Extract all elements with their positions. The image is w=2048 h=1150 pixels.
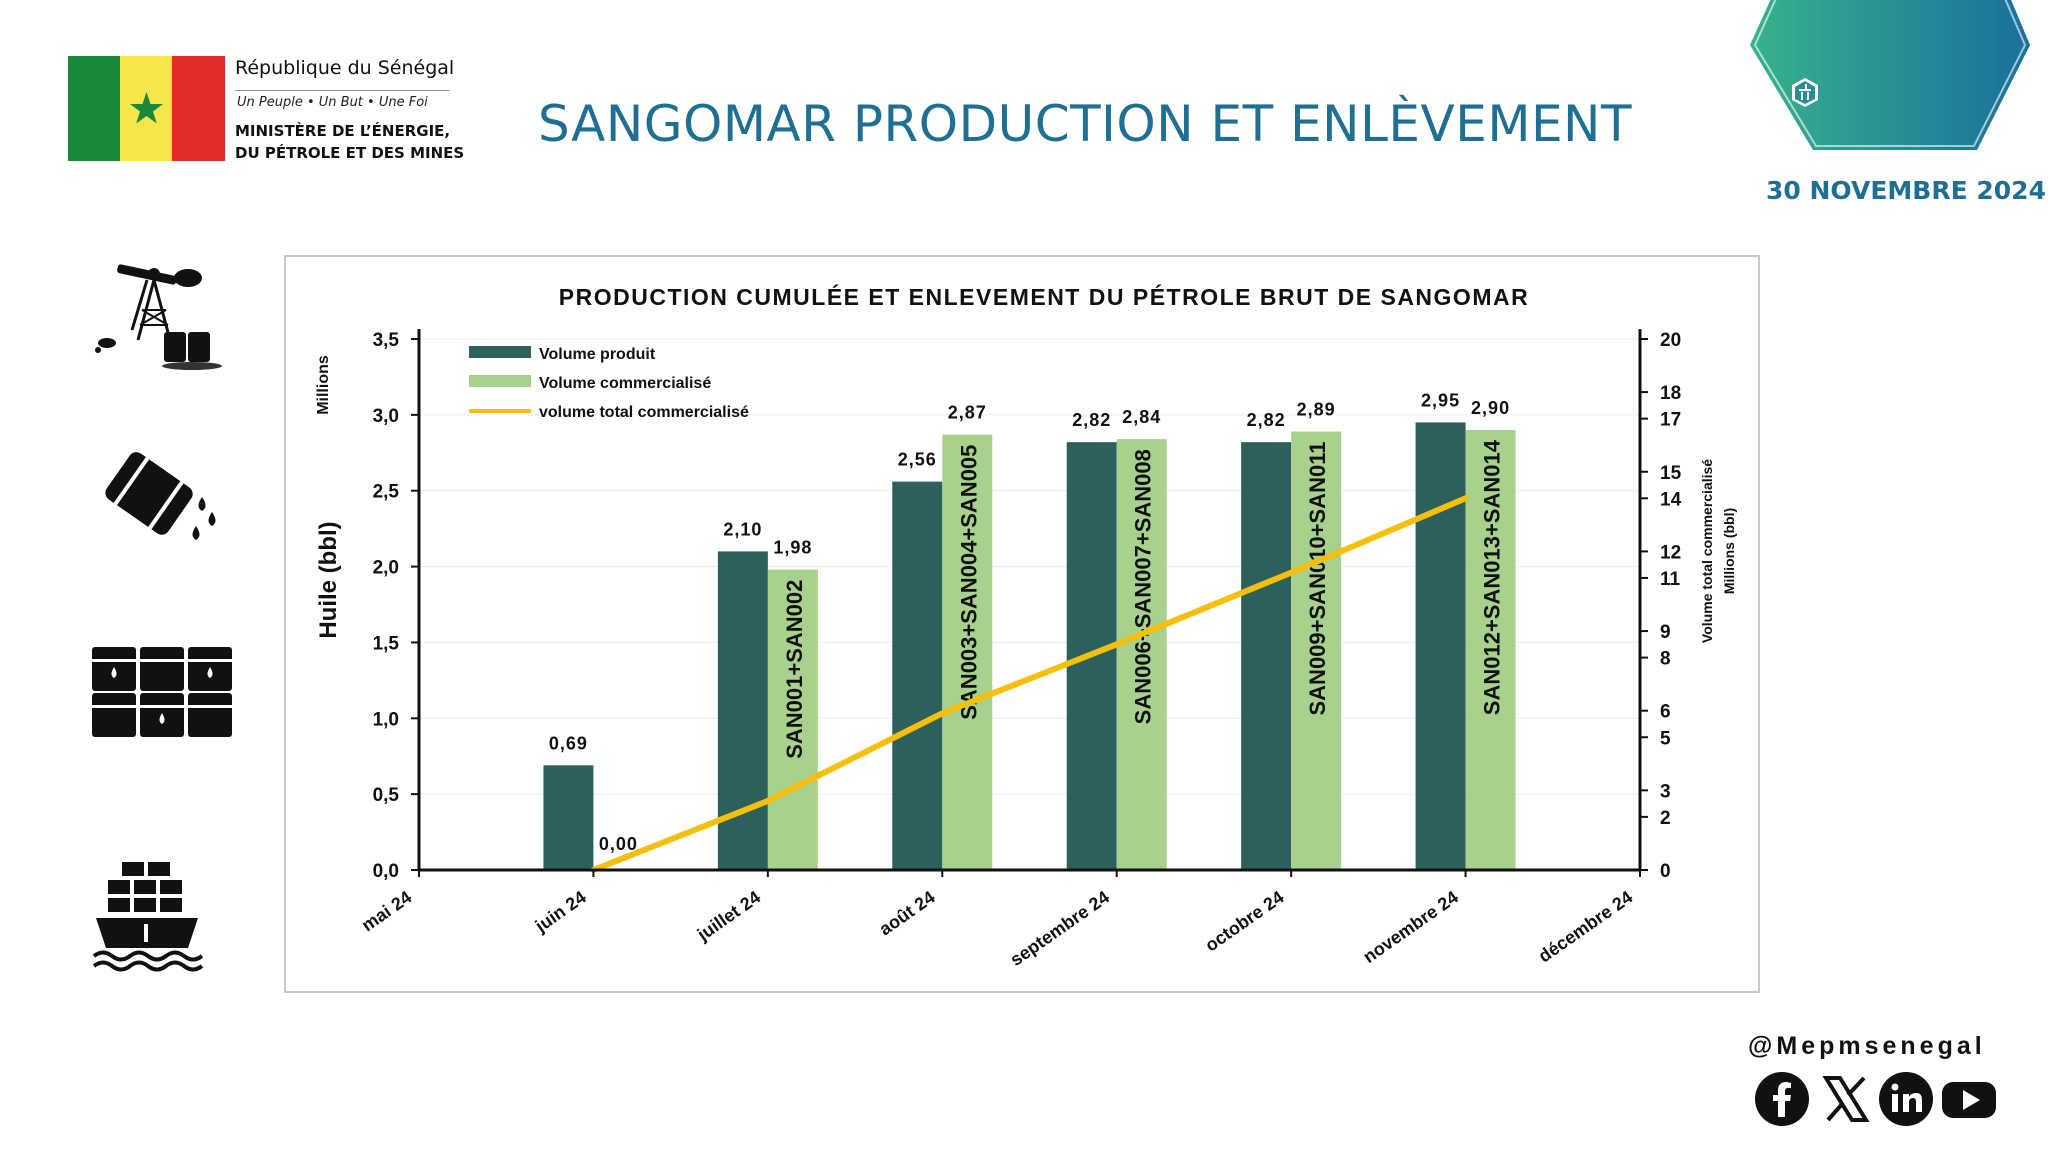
x-tick-label: décembre 24 (1535, 887, 1637, 967)
y2-axis-label: Volume total commercialisé (1699, 459, 1715, 643)
cargo-labels: SAN001+SAN002 SAN003+SAN004+SAN005 SAN006+… (782, 439, 1505, 759)
youtube-icon[interactable] (1940, 1070, 1998, 1128)
data-label-produit: 2,95 (1421, 390, 1460, 410)
y2-tick-label: 3 (1660, 781, 1671, 802)
data-label-commercialise: 0,00 (599, 834, 638, 854)
y-tick-label: 1,5 (373, 633, 400, 654)
y-tick-label: 3,0 (373, 406, 399, 427)
y2-tick-label: 6 (1660, 702, 1671, 723)
bar-volume-commercialise (942, 434, 993, 870)
cumulative-line (590, 495, 1469, 873)
line-volume-total-commercialise (590, 495, 1469, 873)
y-tick-label: 2,0 (373, 558, 399, 579)
y-axis-unit: Millions (315, 355, 332, 415)
y2-tick-label: 20 (1660, 330, 1681, 351)
bar-volume-commercialise (1291, 431, 1342, 870)
x-tick-label: septembre 24 (1006, 887, 1113, 970)
y-tick-label: 0,5 (373, 785, 400, 806)
legend-label: Volume commercialisé (539, 375, 711, 392)
data-label-produit: 2,56 (898, 450, 937, 470)
data-labels: 0,69 0,00 2,10 1,98 2,56 2,87 2,82 2,84 2,82 2,89… (549, 390, 1510, 854)
legend-label: Volume produit (539, 346, 656, 363)
y2-tick-label: 12 (1660, 542, 1681, 563)
bar-volume-produit (543, 765, 594, 870)
cargo-label: SAN003+SAN004+SAN005 (956, 445, 981, 720)
page-title: SANGOMAR PRODUCTION ET ENLÈVEMENT (538, 95, 1632, 153)
legend-swatch (469, 375, 531, 387)
report-date: 30 NOVEMBRE 2024 (1766, 176, 2046, 205)
y2-tick-label: 17 (1660, 410, 1681, 431)
data-label-commercialise: 2,90 (1471, 398, 1510, 418)
data-label-produit: 2,82 (1247, 410, 1286, 430)
national-motto: Un Peuple • Un But • Une Foi (237, 95, 428, 110)
y-axis-label: Huile (bbl) (315, 521, 342, 638)
ministry-line-2: DU PÉTROLE ET DES MINES (235, 144, 465, 162)
offshore-platform-icon (1792, 78, 1818, 107)
bar-volume-commercialise (767, 569, 818, 870)
data-label-commercialise: 2,87 (948, 403, 987, 423)
social-handle[interactable]: @Mepmsenegal (1748, 1032, 1986, 1060)
y-tick-label: 1,0 (373, 709, 399, 730)
oil-barrels-icon (92, 647, 232, 737)
chart-legend: Volume produit Volume commercialisé volume… (469, 346, 749, 421)
y2-axis-unit: Millions (bbl) (1721, 508, 1737, 594)
motto-divider (235, 90, 450, 91)
bar-volume-produit (1415, 422, 1466, 870)
bar-volume-commercialise (1116, 439, 1167, 870)
cargo-label: SAN006+SAN007+SAN008 (1131, 449, 1156, 724)
cargo-ship-icon (92, 862, 204, 972)
legend-swatch (469, 346, 531, 358)
bar-volume-produit (717, 551, 768, 870)
x-tick-label: août 24 (875, 887, 938, 940)
x-tick-label: octobre 24 (1201, 887, 1287, 956)
republic-name: République du Sénégal (235, 57, 455, 79)
data-label-commercialise: 1,98 (773, 538, 812, 558)
production-chart: PRODUCTION CUMULÉE ET ENLEVEMENT DU PÉTR… (315, 283, 1737, 970)
hexagon-badge (1750, 0, 2030, 150)
cargo-label: SAN001+SAN002 (782, 580, 807, 759)
y2-tick-label: 5 (1660, 728, 1671, 749)
data-label-produit: 0,69 (549, 733, 588, 753)
y2-tick-label: 14 (1660, 489, 1682, 510)
y2-tick-label: 11 (1660, 569, 1681, 590)
x-tick-label: mai 24 (358, 887, 415, 936)
y2-tick-label: 2 (1660, 808, 1671, 829)
legend-label: volume total commercialisé (539, 404, 749, 421)
cargo-label: SAN012+SAN013+SAN014 (1480, 439, 1505, 715)
ministry-line-1: MINISTÈRE DE L’ÉNERGIE, (235, 122, 451, 140)
y2-tick-label: 18 (1660, 383, 1681, 404)
bars (543, 422, 1516, 870)
facebook-icon[interactable] (1753, 1070, 1811, 1128)
data-label-produit: 2,10 (723, 519, 762, 539)
y-tick-label: 0,0 (373, 861, 399, 882)
x-tick-label: juillet 24 (693, 887, 764, 945)
y2-tick-label: 8 (1660, 649, 1671, 670)
y2-tick-label: 0 (1660, 861, 1671, 882)
data-label-commercialise: 2,84 (1122, 407, 1161, 427)
bar-volume-produit (892, 481, 943, 870)
cargo-label: SAN009+SAN010+SAN011 (1305, 442, 1330, 716)
oil-pump-icon (95, 264, 222, 370)
bar-volume-commercialise (1465, 430, 1516, 870)
y2-tick-label: 15 (1660, 463, 1682, 484)
x-tick-label: novembre 24 (1359, 887, 1461, 967)
bar-volume-produit (1241, 442, 1292, 870)
ministry-name: MINISTÈRE DE L’ÉNERGIE, DU PÉTROLE ET DE… (235, 120, 464, 164)
chart-title: PRODUCTION CUMULÉE ET ENLEVEMENT DU PÉTR… (559, 283, 1529, 310)
y-tick-label: 2,5 (373, 482, 400, 503)
x-tick-label: juin 24 (531, 887, 590, 937)
data-label-produit: 2,82 (1072, 410, 1111, 430)
x-icon[interactable] (1816, 1070, 1874, 1128)
senegal-flag-icon (68, 56, 225, 161)
linkedin-icon[interactable] (1877, 1070, 1935, 1128)
data-label-commercialise: 2,89 (1297, 400, 1336, 420)
y-tick-label: 3,5 (373, 330, 400, 351)
y2-tick-label: 9 (1660, 622, 1671, 643)
oil-barrel-spill-icon (105, 452, 216, 540)
